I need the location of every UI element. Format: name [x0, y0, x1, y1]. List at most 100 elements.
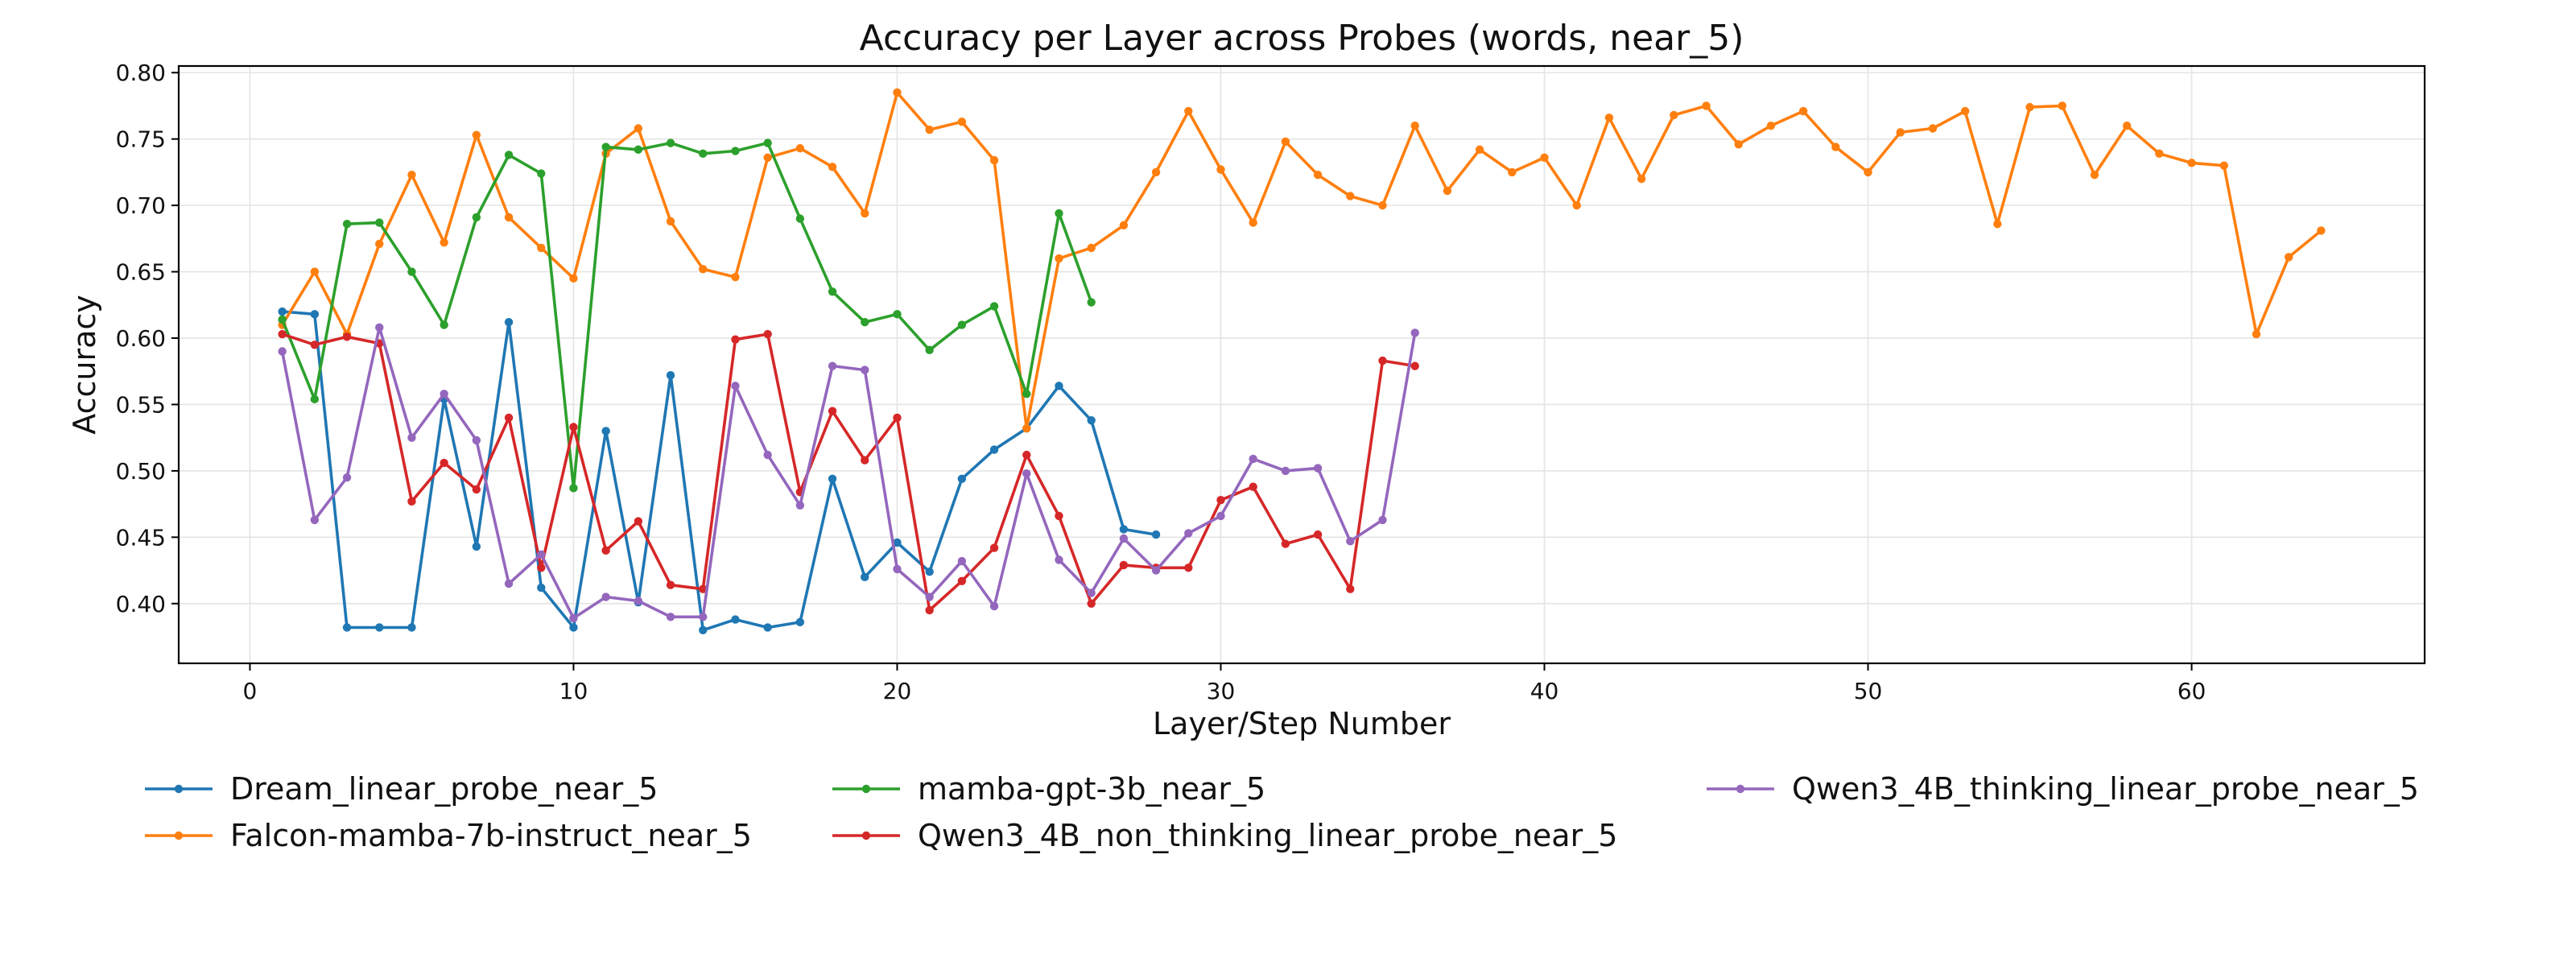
data-point	[472, 542, 481, 551]
data-point	[278, 347, 287, 356]
legend-item: Falcon-mamba-7b-instruct_near_5	[145, 813, 752, 858]
legend-label: Qwen3_4B_non_thinking_linear_probe_near_…	[918, 818, 1618, 853]
data-point	[2252, 329, 2261, 339]
x-tick-label: 0	[243, 678, 258, 704]
data-point	[375, 323, 384, 332]
data-point	[342, 623, 352, 632]
legend-item: Qwen3_4B_non_thinking_linear_probe_near_…	[832, 813, 1617, 858]
data-point	[2090, 171, 2099, 180]
data-point	[731, 382, 740, 390]
data-point	[1055, 254, 1063, 263]
data-point	[1410, 122, 1419, 130]
data-point	[1313, 171, 1323, 180]
data-point	[278, 329, 287, 339]
data-point	[2284, 253, 2293, 262]
legend-swatch	[832, 784, 900, 794]
data-point	[989, 601, 999, 611]
data-point	[634, 597, 643, 605]
x-tick-label: 40	[1530, 678, 1559, 704]
data-point	[1055, 555, 1063, 564]
data-point	[601, 427, 610, 436]
data-point	[828, 287, 837, 296]
data-point	[666, 370, 675, 380]
data-point	[861, 365, 869, 374]
data-point	[925, 592, 934, 601]
grid-lines	[179, 66, 2425, 663]
data-point	[763, 329, 772, 339]
data-point	[2025, 102, 2034, 112]
data-point	[1346, 584, 1355, 593]
data-point	[375, 623, 384, 632]
data-point	[1378, 515, 1387, 525]
data-point	[440, 390, 448, 398]
data-point	[957, 556, 967, 566]
data-point	[795, 144, 805, 153]
data-point	[731, 615, 740, 624]
data-point	[407, 497, 416, 506]
data-point	[569, 623, 578, 632]
y-tick-label: 0.60	[116, 325, 166, 352]
data-point	[699, 149, 708, 159]
data-point	[1281, 466, 1290, 476]
data-point	[763, 623, 772, 632]
data-point	[1184, 529, 1193, 538]
legend-label: mamba-gpt-3b_near_5	[918, 771, 1266, 807]
data-point	[375, 239, 384, 249]
data-point	[795, 214, 805, 223]
data-point	[537, 243, 546, 253]
data-point	[1410, 328, 1419, 337]
series-Falcon-mamba-7b-instruct_near_5	[278, 88, 2326, 433]
series-line	[281, 91, 2322, 430]
data-point	[1151, 566, 1161, 575]
data-point	[957, 320, 967, 329]
data-point	[1346, 537, 1355, 546]
data-point	[472, 213, 481, 222]
data-point	[407, 267, 416, 276]
data-point	[1055, 382, 1063, 390]
data-point	[1119, 221, 1129, 230]
data-point	[1960, 106, 1970, 116]
legend-label: Qwen3_4B_thinking_linear_probe_near_5	[1792, 771, 2419, 807]
y-axis-label: Accuracy	[67, 295, 102, 435]
y-tick-label: 0.55	[116, 391, 166, 418]
data-point	[763, 450, 772, 460]
data-point	[1637, 174, 1646, 184]
data-point	[1184, 564, 1193, 572]
data-point	[1022, 390, 1031, 398]
series-line	[282, 332, 1415, 612]
data-point	[795, 501, 805, 510]
data-point	[957, 474, 967, 484]
data-point	[472, 436, 481, 445]
data-point	[1378, 200, 1387, 210]
legend-swatch	[832, 831, 900, 840]
series-Qwen3_4B_non_thinking_linear_probe_near_5	[278, 329, 1419, 615]
series-line	[280, 141, 1093, 490]
x-tick-label: 20	[883, 678, 912, 704]
y-tick-label: 0.50	[116, 458, 166, 485]
x-axis-label: Layer/Step Number	[1153, 706, 1451, 741]
data-point	[1119, 560, 1129, 570]
legend-label: Dream_linear_probe_near_5	[230, 771, 658, 807]
data-point	[278, 315, 287, 324]
data-point	[342, 332, 352, 341]
data-point	[1249, 482, 1257, 491]
data-point	[666, 613, 675, 621]
data-point	[795, 617, 805, 627]
data-point	[310, 394, 320, 404]
data-point	[601, 142, 610, 151]
data-point	[504, 151, 514, 159]
data-point	[1022, 469, 1031, 478]
data-point	[375, 218, 384, 227]
data-point	[1184, 106, 1193, 116]
data-point	[1087, 298, 1096, 307]
data-point	[2317, 226, 2326, 235]
data-point	[2155, 149, 2164, 159]
data-point	[2122, 122, 2132, 130]
data-point	[407, 171, 416, 180]
data-point	[893, 88, 902, 97]
data-point	[699, 584, 708, 593]
series-layer	[278, 88, 2326, 634]
data-point	[1443, 186, 1452, 196]
axis-ticks: 0 10 20 30 40 50 60 0.40 0.45 0.50 0.55 0.60 0.65 0.7…	[116, 60, 2207, 704]
data-point	[1249, 218, 1257, 227]
